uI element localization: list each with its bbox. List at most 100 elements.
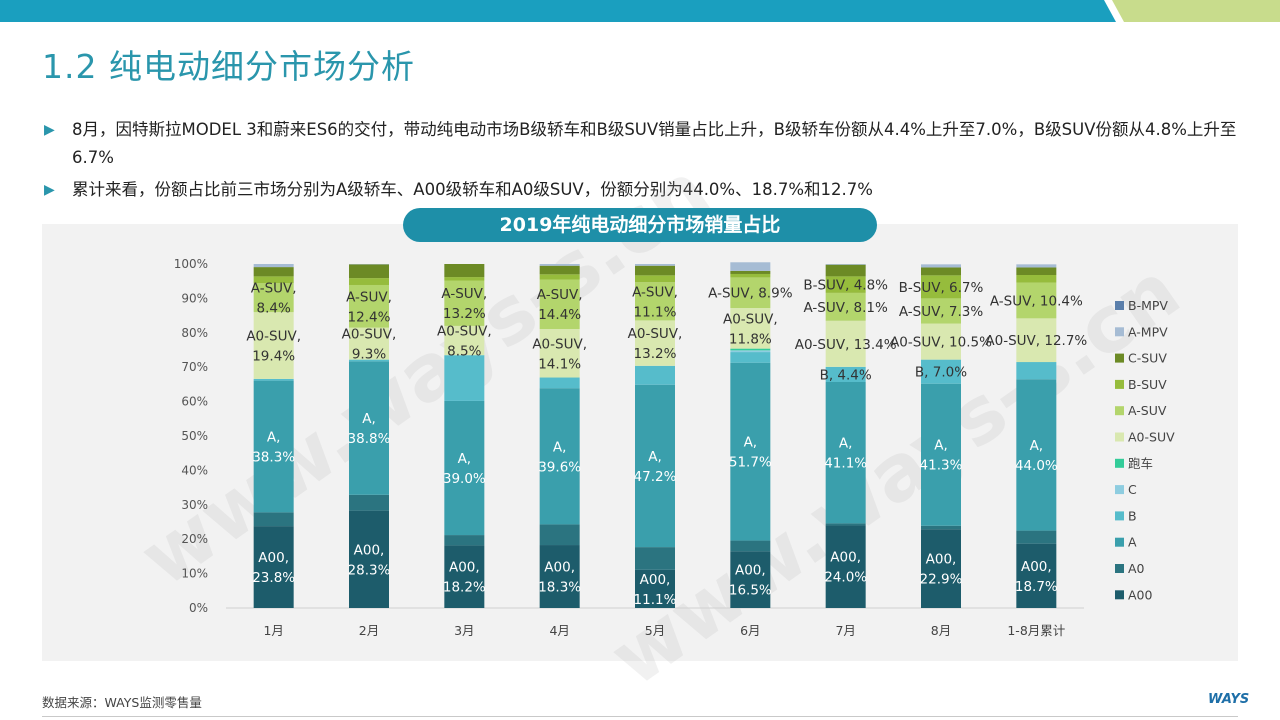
bar-segment-A-MPV	[825, 264, 866, 265]
data-label: A00,	[640, 572, 671, 588]
data-label: A0-SUV, 12.7%	[985, 333, 1087, 349]
bar-segment-A	[825, 381, 866, 524]
divider	[42, 716, 1238, 717]
legend-label: A	[1128, 535, 1137, 550]
data-label: 13.2%	[634, 346, 677, 362]
bar-segment-A0-SUV	[921, 323, 961, 360]
legend-label: A0	[1128, 561, 1145, 576]
bar-segment-A-SUV	[444, 280, 485, 326]
data-label: 28.3%	[348, 562, 391, 578]
data-label: A-SUV, 7.3%	[899, 304, 984, 320]
data-label: A-SUV,	[441, 286, 487, 302]
data-label: A0-SUV,	[342, 327, 397, 343]
data-label: 18.2%	[443, 580, 486, 596]
data-label: A,	[1030, 438, 1044, 454]
bullet-list: ▶ 8月，因特斯拉MODEL 3和蔚来ES6的交付，带动纯电动市场B级轿车和B级…	[44, 116, 1244, 208]
bar-segment-A-SUV	[539, 279, 580, 330]
bar-segment-B	[921, 359, 961, 384]
data-label: 14.1%	[538, 356, 581, 372]
legend-swatch-跑车	[1115, 458, 1124, 468]
data-label: 38.3%	[252, 449, 295, 465]
data-label: A-SUV, 10.4%	[990, 293, 1083, 309]
y-tick-label: 0%	[189, 601, 208, 615]
y-tick-label: 40%	[181, 463, 208, 477]
bar-segment-B-SUV	[921, 275, 961, 299]
data-label: 11.8%	[729, 331, 772, 347]
data-label: 9.3%	[352, 347, 386, 363]
x-tick-label: 5月	[645, 623, 665, 638]
data-label: B, 7.0%	[915, 365, 967, 381]
bar-segment-A-MPV	[539, 264, 580, 266]
bar-segment-B	[825, 366, 866, 382]
bar-segment-A	[253, 380, 294, 513]
y-tick-label: 20%	[181, 532, 208, 546]
data-label: A,	[458, 451, 472, 467]
data-label: A0-SUV,	[628, 326, 683, 342]
bar-segment-A-SUV	[253, 283, 294, 313]
bar-segment-A00	[825, 525, 866, 608]
bar-segment-A0	[349, 494, 389, 511]
bar-segment-B-SUV	[253, 276, 294, 284]
bar-segment-A0	[1016, 530, 1057, 544]
legend-label: B	[1128, 508, 1137, 523]
bar-segment-A00	[444, 545, 485, 608]
legend-swatch-A	[1115, 537, 1124, 547]
bar-segment-B-SUV	[1016, 275, 1057, 283]
data-label: A00,	[1021, 559, 1052, 575]
y-tick-label: 10%	[181, 567, 208, 581]
bar-segment-B	[253, 378, 294, 381]
bar-segment-B-SUV	[635, 275, 675, 283]
bar-segment-A00	[349, 510, 389, 608]
bar-segment-B-SUV	[349, 278, 389, 285]
data-label: A00,	[830, 550, 861, 566]
stacked-bar-chart: 0% 10% 20% 30% 40% 50% 60% 70% 80% 90% 100% 1月 2月 3月 4…	[174, 257, 1175, 638]
y-tick-label: 60%	[181, 395, 208, 409]
data-label: A0-SUV,	[246, 329, 301, 345]
legend-swatch-B	[1115, 511, 1124, 521]
data-label: B-SUV, 4.8%	[803, 278, 888, 294]
bar-segment-A00	[921, 529, 961, 608]
data-label: A0-SUV,	[532, 336, 587, 352]
bar-segment-B	[539, 377, 580, 389]
data-label: A0-SUV,	[723, 311, 778, 327]
bar-segment-A00	[253, 526, 294, 608]
legend-swatch-A-SUV	[1115, 406, 1124, 416]
bar-segment-A0-SUV	[635, 320, 675, 366]
bar-segment-B	[444, 355, 485, 401]
bar-segment-B-SUV	[539, 274, 580, 280]
bar-segment-B	[730, 352, 771, 363]
data-label: 11.1%	[634, 304, 677, 320]
data-label: 18.7%	[1015, 579, 1058, 595]
bar-segment-C	[730, 350, 771, 353]
bar-segment-A00	[730, 551, 771, 608]
data-label: A,	[934, 438, 948, 454]
data-label: 8.4%	[257, 301, 291, 317]
legend-label: B-MPV	[1128, 298, 1168, 313]
legend-swatch-C-SUV	[1115, 353, 1124, 363]
y-tick-label: 30%	[181, 498, 208, 512]
bar-segment-A	[921, 383, 961, 526]
bar-segment-A-SUV	[825, 292, 866, 321]
legend-swatch-A-MPV	[1115, 327, 1124, 337]
bar-segment-A-MPV	[921, 264, 961, 268]
y-tick-label: 90%	[181, 291, 208, 305]
data-label: A0-SUV, 13.4%	[795, 337, 897, 353]
bar-segment-A	[349, 361, 389, 495]
bar-segment-C-SUV	[825, 264, 866, 277]
data-label: 8.5%	[447, 344, 481, 360]
x-tick-label: 1月	[263, 623, 283, 638]
bar-segment-A0	[921, 525, 961, 530]
x-tick-label: 7月	[835, 623, 855, 638]
data-label: A,	[553, 439, 567, 455]
bar-segment-A	[635, 384, 675, 548]
bar-segment-A0-SUV	[444, 325, 485, 356]
bar-segment-C-SUV	[349, 264, 389, 279]
data-label: 12.4%	[348, 309, 391, 325]
data-label: A00,	[926, 552, 957, 568]
data-label: A-SUV,	[251, 281, 297, 297]
bullet-text: 累计来看，份额占比前三市场分别为A级轿车、A00级轿车和A0级SUV，份额分别为…	[72, 180, 873, 199]
bar-segment-A-SUV	[635, 282, 675, 321]
legend-swatch-A00	[1115, 590, 1124, 600]
x-tick-label: 6月	[740, 623, 760, 638]
data-label: 41.1%	[824, 456, 867, 472]
